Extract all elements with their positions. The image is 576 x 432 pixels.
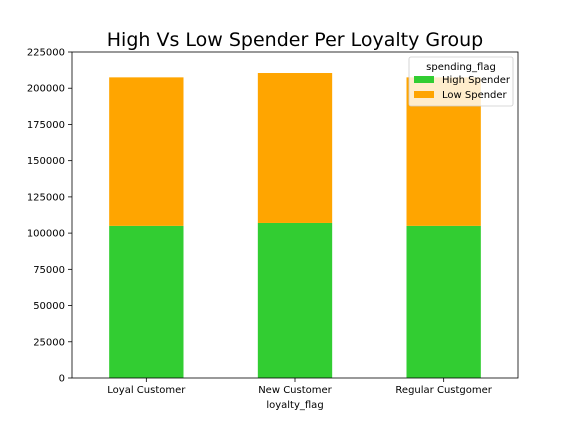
x-tick-label-2: Regular Custgomer — [395, 385, 492, 396]
y-tick-label-9: 225000 — [27, 48, 65, 59]
plot-frame — [71, 51, 519, 379]
y-tick-label-2: 50000 — [33, 301, 65, 312]
y-axis: 0 25000 50000 75000 100000 125000 150000 175000… — [27, 48, 72, 385]
bar-high-spender-0 — [109, 225, 184, 378]
legend-label-0: High Spender — [442, 75, 511, 86]
y-tick-label-5: 125000 — [27, 192, 65, 203]
chart-title: High Vs Low Spender Per Loyalty Group — [107, 29, 484, 51]
legend-swatch-1 — [414, 91, 434, 98]
y-tick-label-6: 150000 — [27, 156, 65, 167]
y-tick-label-0: 0 — [59, 374, 65, 385]
bar-high-spender-1 — [257, 222, 333, 378]
bar-low-spender-1 — [257, 73, 333, 223]
x-tick-label-1: New Customer — [258, 385, 332, 396]
legend-label-1: Low Spender — [442, 90, 508, 101]
x-tick-label-0: Loyal Customer — [107, 385, 186, 396]
y-tick-label-4: 100000 — [27, 229, 65, 240]
y-tick-label-8: 200000 — [27, 84, 65, 95]
bar-low-spender-0 — [109, 77, 184, 226]
bar-high-spender-2 — [406, 225, 481, 378]
x-axis-label: loyalty_flag — [266, 400, 323, 411]
legend-box — [408, 56, 514, 107]
legend-swatch-0 — [414, 76, 434, 83]
legend-title: spending_flag — [426, 62, 496, 73]
y-tick-label-7: 175000 — [27, 120, 65, 131]
y-tick-label-3: 75000 — [33, 265, 65, 276]
legend: spending_flag High Spender Low Spender — [408, 56, 514, 107]
bars-group — [109, 73, 481, 378]
y-tick-label-1: 25000 — [33, 337, 65, 348]
x-axis: Loyal Customer New Customer Regular Custgo… — [107, 378, 493, 396]
